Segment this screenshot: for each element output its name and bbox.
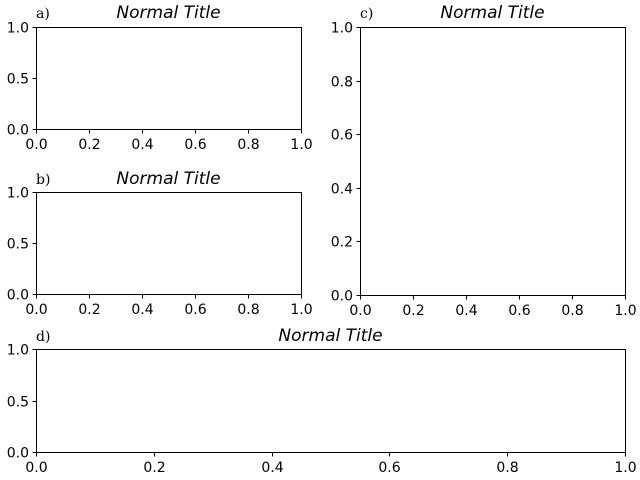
y-tick-label: 1.0 bbox=[7, 343, 29, 359]
x-tick-label: 0.0 bbox=[25, 460, 47, 476]
panel-label: b) bbox=[36, 172, 50, 188]
x-tick-label: 0.8 bbox=[237, 302, 259, 318]
panel-label: d) bbox=[36, 329, 50, 345]
x-tick-label: 0.4 bbox=[261, 460, 283, 476]
y-tick-label: 1.0 bbox=[7, 186, 29, 202]
x-tick-label: 1.0 bbox=[614, 303, 636, 319]
x-tick-label: 0.6 bbox=[184, 302, 206, 318]
axes-b: 0.0 0.2 0.4 0.6 0.8 1.0 0.0 0.5 1.0 Normal Title b… bbox=[7, 169, 313, 318]
axes-a: 0.0 0.2 0.4 0.6 0.8 1.0 0.0 0.5 1.0 Normal Title a… bbox=[7, 3, 313, 153]
y-tick-label: 0.8 bbox=[331, 75, 353, 91]
x-tick-label: 0.4 bbox=[455, 303, 477, 319]
x-tick-label: 0.2 bbox=[143, 460, 165, 476]
y-tick-label: 1.0 bbox=[331, 21, 353, 37]
chart-title: Normal Title bbox=[116, 169, 220, 189]
x-tick-label: 0.8 bbox=[496, 460, 518, 476]
y-tick-label: 0.0 bbox=[7, 288, 29, 304]
chart-title: Normal Title bbox=[116, 3, 220, 23]
axes-frame bbox=[360, 27, 626, 296]
axes-d: 0.0 0.2 0.4 0.6 0.8 1.0 0.0 0.5 1.0 Normal Title d… bbox=[7, 326, 637, 476]
chart-title: Normal Title bbox=[440, 3, 544, 23]
chart-title: Normal Title bbox=[278, 326, 382, 346]
x-tick-label: 0.8 bbox=[237, 137, 259, 153]
y-tick-label: 0.2 bbox=[331, 235, 353, 251]
y-tick-label: 0.5 bbox=[7, 237, 29, 253]
y-tick-label: 0.4 bbox=[331, 182, 353, 198]
panel-label: c) bbox=[360, 6, 373, 22]
x-tick-label: 0.4 bbox=[131, 302, 153, 318]
x-tick-label: 0.0 bbox=[349, 303, 371, 319]
x-tick-label: 0.6 bbox=[378, 460, 400, 476]
x-tick-label: 1.0 bbox=[614, 460, 636, 476]
x-tick-label: 1.0 bbox=[290, 302, 312, 318]
y-tick-label: 0.5 bbox=[7, 395, 29, 411]
y-tick-label: 0.6 bbox=[331, 128, 353, 144]
y-tick-label: 0.0 bbox=[7, 446, 29, 462]
y-tick-label: 0.0 bbox=[7, 123, 29, 139]
x-tick-label: 0.2 bbox=[78, 137, 100, 153]
x-tick-label: 0.6 bbox=[508, 303, 530, 319]
panel-label: a) bbox=[36, 6, 50, 22]
y-tick-label: 1.0 bbox=[7, 21, 29, 37]
x-tick-label: 0.6 bbox=[184, 137, 206, 153]
x-tick-label: 1.0 bbox=[290, 137, 312, 153]
y-tick-label: 0.0 bbox=[331, 289, 353, 305]
x-tick-label: 0.2 bbox=[78, 302, 100, 318]
x-tick-label: 0.2 bbox=[402, 303, 424, 319]
x-tick-label: 0.0 bbox=[25, 302, 47, 318]
axes-c: 0.0 0.2 0.4 0.6 0.8 1.0 0.0 0.2 0.4 0.6 0.8 1.0 Norm… bbox=[331, 3, 637, 319]
x-tick-label: 0.0 bbox=[25, 137, 47, 153]
x-tick-label: 0.8 bbox=[561, 303, 583, 319]
y-tick-label: 0.5 bbox=[7, 72, 29, 88]
x-tick-label: 0.4 bbox=[131, 137, 153, 153]
